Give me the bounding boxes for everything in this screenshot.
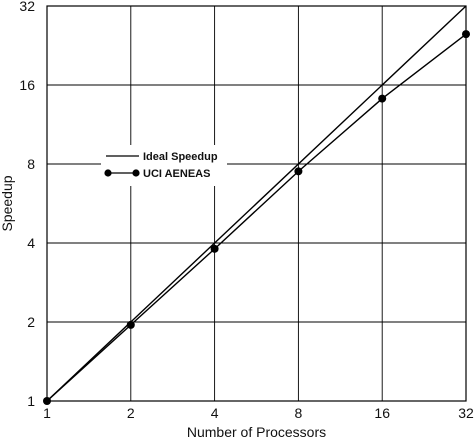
plot-frame — [46, 5, 467, 402]
series-line-0 — [46, 5, 467, 402]
y-tick-label-32: 32 — [19, 0, 35, 14]
legend-uci-marker-left — [104, 169, 112, 177]
y-tick-label-1: 1 — [27, 393, 35, 409]
series-line-1 — [46, 33, 467, 402]
legend: Ideal Speedup UCI AENEAS — [101, 145, 227, 186]
y-tick-label-4: 4 — [27, 235, 35, 251]
series-layer — [43, 5, 470, 405]
series-1-point-5 — [462, 30, 470, 39]
y-tick-label-8: 8 — [27, 156, 35, 172]
x-tick-label-1: 1 — [43, 405, 51, 421]
legend-uci-label: UCI AENEAS — [143, 168, 210, 180]
x-tick-label-16: 16 — [374, 405, 390, 421]
y-axis-title: Speedup — [0, 175, 15, 231]
x-tick-label-32: 32 — [458, 405, 474, 421]
series-1-point-1 — [126, 320, 135, 329]
legend-uci-marker-right — [132, 169, 140, 177]
legend-box — [101, 145, 227, 186]
x-tick-label-4: 4 — [211, 405, 219, 421]
x-tick-label-8: 8 — [295, 405, 303, 421]
series-1-point-3 — [294, 167, 303, 176]
series-1-point-0 — [43, 397, 51, 405]
y-tick-label-16: 16 — [19, 77, 35, 93]
x-tick-label-2: 2 — [127, 405, 135, 421]
y-tick-label-2: 2 — [27, 314, 35, 330]
x-axis-title: Number of Processors — [187, 424, 326, 440]
series-1-point-4 — [378, 94, 387, 103]
series-1-point-2 — [210, 244, 219, 253]
legend-ideal-label: Ideal Speedup — [143, 151, 218, 163]
axis-ticks: 1 2 4 8 16 32 1 2 4 8 16 32 — [19, 0, 474, 421]
